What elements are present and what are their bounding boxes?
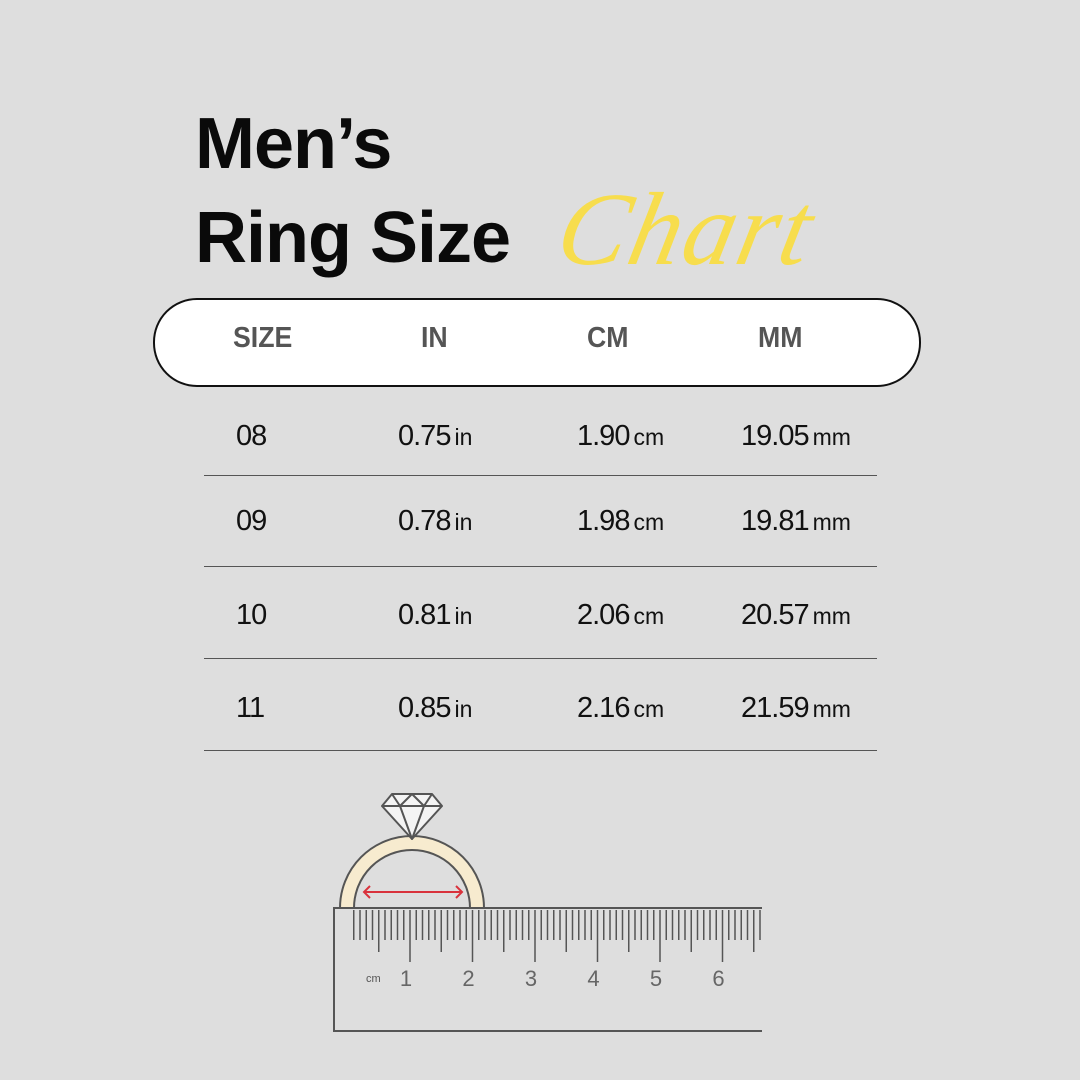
cell-in: 0.78 in: [398, 505, 472, 538]
cell-value: 20.57: [741, 599, 810, 631]
cell-value: 1.98: [577, 505, 630, 537]
cell-value: 09: [236, 505, 267, 537]
cell-unit: mm: [812, 696, 851, 722]
ruler-label: 5: [650, 966, 662, 991]
ruler-label: 6: [712, 966, 724, 991]
row-divider: [204, 566, 877, 567]
cell-mm: 20.57 mm: [741, 599, 851, 632]
cell-size: 11: [236, 692, 265, 725]
cell-value: 0.81: [398, 599, 451, 631]
cell-value: 0.85: [398, 692, 451, 724]
cell-unit: cm: [633, 696, 665, 722]
cell-unit: mm: [812, 509, 851, 535]
cell-cm: 2.16 cm: [577, 692, 664, 725]
cell-unit: in: [454, 603, 473, 629]
title-line-2: Ring Size: [195, 198, 511, 278]
cell-value: 1.90: [577, 420, 630, 452]
cell-value: 21.59: [741, 692, 810, 724]
title-line-1: Men’s: [195, 104, 392, 184]
cell-value: 10: [236, 599, 267, 631]
cell-unit: cm: [633, 509, 665, 535]
cell-unit: in: [454, 509, 473, 535]
cell-value: 19.81: [741, 505, 810, 537]
cell-value: 08: [236, 420, 267, 452]
ruler-icon: 1 2 3 4 5 6: [333, 907, 762, 1032]
cell-cm: 1.98 cm: [577, 505, 664, 538]
cell-unit: cm: [633, 603, 665, 629]
header-size: SIZE: [233, 322, 293, 354]
cell-cm: 2.06 cm: [577, 599, 664, 632]
cell-unit: in: [454, 424, 473, 450]
diameter-arrow: [362, 885, 464, 899]
diamond-icon: [381, 793, 443, 840]
cell-cm: 1.90 cm: [577, 420, 664, 453]
cell-unit: mm: [812, 424, 851, 450]
cell-value: 11: [236, 692, 265, 724]
row-divider: [204, 658, 877, 659]
cell-unit: mm: [812, 603, 851, 629]
ruler-label: 4: [587, 966, 599, 991]
ruler-unit: cm: [366, 973, 381, 985]
ruler-label: 3: [525, 966, 537, 991]
cell-value: 0.75: [398, 420, 451, 452]
diamond-ring-icon: [338, 793, 486, 909]
cell-in: 0.81 in: [398, 599, 472, 632]
ruler-label: 1: [400, 966, 412, 991]
header-mm: MM: [758, 322, 803, 354]
ruler-label: 2: [462, 966, 474, 991]
cell-size: 10: [236, 599, 267, 632]
cell-in: 0.75 in: [398, 420, 472, 453]
cell-value: 2.06: [577, 599, 630, 631]
cell-value: 0.78: [398, 505, 451, 537]
cell-unit: cm: [633, 424, 665, 450]
table-header: [153, 298, 921, 387]
cell-in: 0.85 in: [398, 692, 472, 725]
cell-size: 08: [236, 420, 267, 453]
row-divider: [204, 475, 877, 476]
cell-mm: 21.59 mm: [741, 692, 851, 725]
row-divider: [204, 750, 877, 751]
header-cm: CM: [587, 322, 629, 354]
cell-mm: 19.05 mm: [741, 420, 851, 453]
cell-value: 2.16: [577, 692, 630, 724]
cell-size: 09: [236, 505, 267, 538]
cell-mm: 19.81 mm: [741, 505, 851, 538]
cell-unit: in: [454, 696, 473, 722]
header-in: IN: [421, 322, 448, 354]
cell-value: 19.05: [741, 420, 810, 452]
